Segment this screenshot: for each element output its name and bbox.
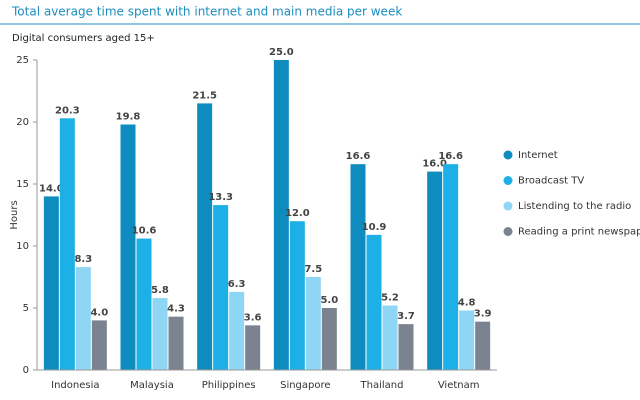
bar bbox=[273, 60, 289, 370]
value-label: 10.9 bbox=[362, 222, 387, 233]
value-label: 7.5 bbox=[304, 264, 322, 275]
value-label: 3.7 bbox=[397, 311, 415, 322]
value-label: 16.6 bbox=[346, 151, 371, 162]
x-tick-label: Indonesia bbox=[51, 380, 99, 391]
bar bbox=[168, 316, 184, 370]
value-label: 14.0 bbox=[39, 183, 64, 194]
value-label: 4.3 bbox=[167, 304, 185, 315]
bar bbox=[305, 277, 321, 370]
bar bbox=[59, 118, 75, 370]
legend-label: Reading a print newspaper bbox=[518, 227, 640, 238]
value-label: 5.2 bbox=[381, 293, 399, 304]
bar bbox=[75, 267, 91, 370]
bar bbox=[350, 164, 366, 370]
y-tick-label: 25 bbox=[16, 55, 29, 66]
value-label: 16.6 bbox=[438, 151, 463, 162]
legend-label: Internet bbox=[518, 150, 558, 161]
y-tick-label: 0 bbox=[23, 365, 29, 376]
y-axis-label: Hours bbox=[9, 200, 20, 229]
bar bbox=[91, 320, 107, 370]
x-tick-label: Singapore bbox=[280, 380, 330, 391]
bar bbox=[245, 325, 261, 370]
value-label: 10.6 bbox=[132, 226, 157, 237]
bar bbox=[382, 305, 398, 370]
y-tick-label: 5 bbox=[23, 303, 29, 314]
bar bbox=[398, 324, 414, 370]
bar bbox=[443, 164, 459, 370]
bar bbox=[136, 238, 152, 370]
value-label: 5.0 bbox=[320, 295, 338, 306]
bar bbox=[197, 103, 213, 371]
value-label: 5.8 bbox=[151, 285, 169, 296]
value-label: 20.3 bbox=[55, 105, 80, 116]
y-tick-label: 20 bbox=[16, 117, 29, 128]
x-tick-label: Philippines bbox=[202, 380, 256, 391]
bar bbox=[289, 221, 305, 370]
value-label: 21.5 bbox=[192, 90, 217, 101]
x-tick-label: Malaysia bbox=[130, 380, 174, 391]
legend-marker bbox=[503, 227, 513, 236]
value-label: 6.3 bbox=[228, 279, 246, 290]
value-label: 13.3 bbox=[208, 192, 233, 203]
legend-marker bbox=[503, 201, 513, 211]
bar bbox=[459, 310, 475, 370]
value-label: 19.8 bbox=[116, 111, 141, 122]
bar bbox=[43, 196, 59, 370]
value-label: 4.0 bbox=[90, 307, 108, 318]
bar bbox=[475, 321, 491, 370]
bar bbox=[321, 308, 337, 370]
legend-marker bbox=[503, 150, 513, 160]
value-label: 3.6 bbox=[244, 312, 262, 323]
bar bbox=[229, 291, 245, 370]
bar bbox=[120, 124, 136, 370]
value-label: 3.9 bbox=[474, 309, 492, 320]
legend-marker bbox=[503, 176, 513, 185]
x-tick-label: Vietnam bbox=[438, 380, 480, 391]
legend-label: Listending to the radio bbox=[518, 201, 631, 212]
bar bbox=[213, 205, 229, 370]
value-label: 16.0 bbox=[422, 159, 447, 170]
y-tick-label: 15 bbox=[16, 179, 29, 190]
bar bbox=[427, 171, 443, 370]
x-tick-label: Thailand bbox=[360, 380, 404, 391]
value-label: 4.8 bbox=[458, 297, 476, 308]
legend-label: Broadcast TV bbox=[518, 176, 584, 187]
value-label: 8.3 bbox=[74, 254, 92, 265]
value-label: 12.0 bbox=[285, 208, 310, 219]
bar bbox=[366, 234, 382, 370]
bar bbox=[152, 298, 168, 370]
chart-title: Total average time spent with internet a… bbox=[11, 5, 402, 19]
chart-subtitle: Digital consumers aged 15+ bbox=[12, 33, 155, 44]
value-label: 25.0 bbox=[269, 47, 294, 58]
y-tick-label: 10 bbox=[16, 241, 29, 252]
